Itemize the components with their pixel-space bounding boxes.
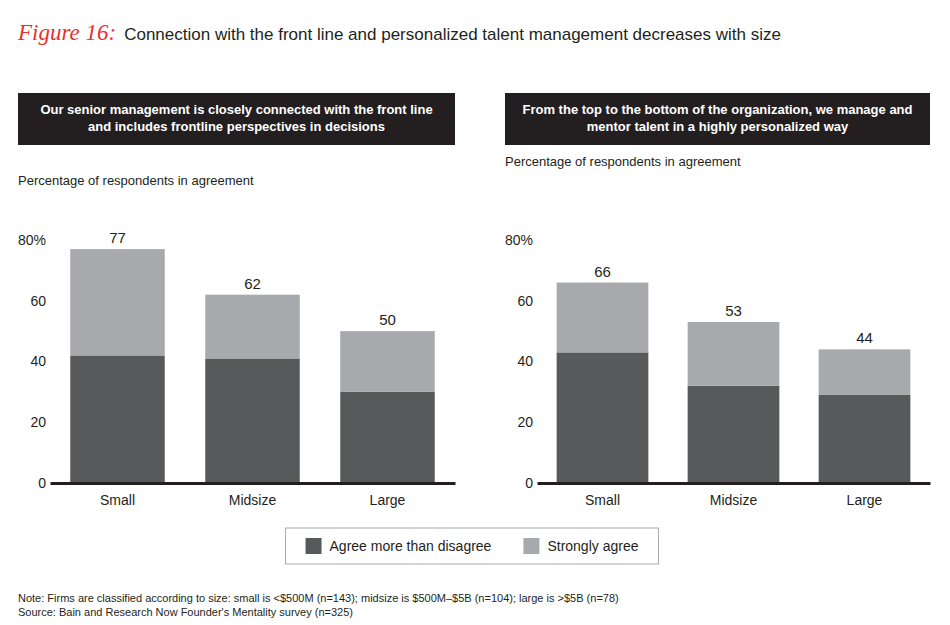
- bars: [557, 283, 911, 483]
- y-tick: 20: [30, 414, 50, 430]
- total-label: 44: [856, 329, 873, 346]
- total-label: 53: [725, 302, 742, 319]
- figure-title: Figure 16: Connection with the front line…: [17, 20, 781, 45]
- bar-segment: [70, 249, 165, 355]
- bar-segment: [205, 358, 300, 483]
- bar-segment: [819, 395, 911, 483]
- title-box: [505, 93, 930, 145]
- chart: From the top to the bottom of the organi…: [505, 93, 931, 508]
- y-tick: 0: [38, 475, 50, 491]
- chart-title: From the top to the bottom of the organi…: [523, 102, 913, 134]
- total-label: 50: [379, 311, 396, 328]
- figure: Figure 16: Connection with the front line…: [0, 0, 950, 625]
- legend-label: Strongly agree: [547, 538, 638, 554]
- y-tick-label: 80%: [505, 232, 533, 248]
- total-label: 66: [594, 263, 611, 280]
- source: Source: Bain and Research Now Founder's …: [18, 606, 353, 618]
- y-tick-label: 40: [30, 353, 46, 369]
- legend-swatch: [523, 538, 539, 554]
- x-tick: Midsize: [229, 483, 277, 508]
- chart-title-line: and includes frontline perspectives in d…: [88, 119, 385, 134]
- figure-label: Figure 16:: [17, 20, 116, 45]
- x-tick: Small: [585, 483, 620, 508]
- y-axis-line: [537, 241, 538, 484]
- y-tick-label: 80%: [18, 232, 46, 248]
- chart-title-line: From the top to the bottom of the organi…: [523, 102, 913, 117]
- legend-label: Agree more than disagree: [330, 538, 492, 554]
- bar-segment: [557, 283, 649, 353]
- y-axis: 0 20 40 60 80%: [505, 232, 538, 491]
- x-tick: Large: [370, 483, 406, 508]
- chart-title-line: Our senior management is closely connect…: [40, 102, 432, 117]
- series: [70, 249, 435, 392]
- y-tick-label: 0: [38, 475, 46, 491]
- legend-swatch: [306, 538, 322, 554]
- x-tick-label: Small: [100, 492, 135, 508]
- title-box: [18, 93, 455, 145]
- x-axis: Small Midsize Large: [538, 483, 931, 508]
- y-axis: 0 20 40 60 80%: [18, 232, 51, 491]
- legend-item: Agree more than disagree: [306, 538, 492, 554]
- total-label: 77: [109, 229, 126, 246]
- x-tick-label: Midsize: [710, 492, 758, 508]
- x-tick-label: Midsize: [229, 492, 277, 508]
- x-tick: Large: [847, 483, 883, 508]
- legend-item: Strongly agree: [523, 538, 638, 554]
- y-tick: 60: [517, 293, 537, 309]
- x-axis: Small Midsize Large: [51, 483, 456, 508]
- y-tick: 40: [517, 353, 537, 369]
- bar-segment: [340, 331, 435, 392]
- y-tick-label: 0: [525, 475, 533, 491]
- bar-segment: [688, 386, 780, 483]
- bars: [70, 249, 435, 483]
- bar-segment: [205, 295, 300, 359]
- chart-title: Our senior management is closely connect…: [40, 102, 432, 134]
- x-axis-line: [538, 482, 931, 485]
- y-tick-label: 20: [517, 414, 533, 430]
- y-axis-line: [50, 241, 51, 484]
- bar-segment: [70, 355, 165, 483]
- y-tick-label: 40: [517, 353, 533, 369]
- x-axis-line: [51, 482, 456, 485]
- bar-segment: [688, 322, 780, 386]
- x-tick-label: Large: [370, 492, 406, 508]
- y-tick: 80%: [18, 232, 50, 248]
- chart-title-line: mentor talent in a highly personalized w…: [587, 119, 849, 134]
- note: Note: Firms are classified according to …: [18, 592, 619, 604]
- bar-segment: [819, 349, 911, 395]
- chart: Our senior management is closely connect…: [18, 93, 456, 508]
- bar-segment: [557, 352, 649, 483]
- y-tick: 20: [517, 414, 537, 430]
- y-tick-label: 60: [517, 293, 533, 309]
- x-tick: Midsize: [710, 483, 758, 508]
- x-tick-label: Small: [585, 492, 620, 508]
- legend: Agree more than disagree Strongly agree: [286, 528, 659, 564]
- x-tick: Small: [100, 483, 135, 508]
- total-label: 62: [244, 275, 261, 292]
- y-tick: 0: [525, 475, 537, 491]
- y-tick: 80%: [505, 232, 537, 248]
- y-axis-label: Percentage of respondents in agreement: [18, 173, 254, 188]
- legend-box: [286, 528, 659, 564]
- y-tick: 40: [30, 353, 50, 369]
- bar-segment: [340, 392, 435, 483]
- y-tick-label: 20: [30, 414, 46, 430]
- x-tick-label: Large: [847, 492, 883, 508]
- series: [557, 283, 911, 395]
- y-tick-label: 60: [30, 293, 46, 309]
- y-axis-label: Percentage of respondents in agreement: [505, 154, 741, 169]
- y-tick: 60: [30, 293, 50, 309]
- title: Connection with the front line and perso…: [124, 25, 781, 44]
